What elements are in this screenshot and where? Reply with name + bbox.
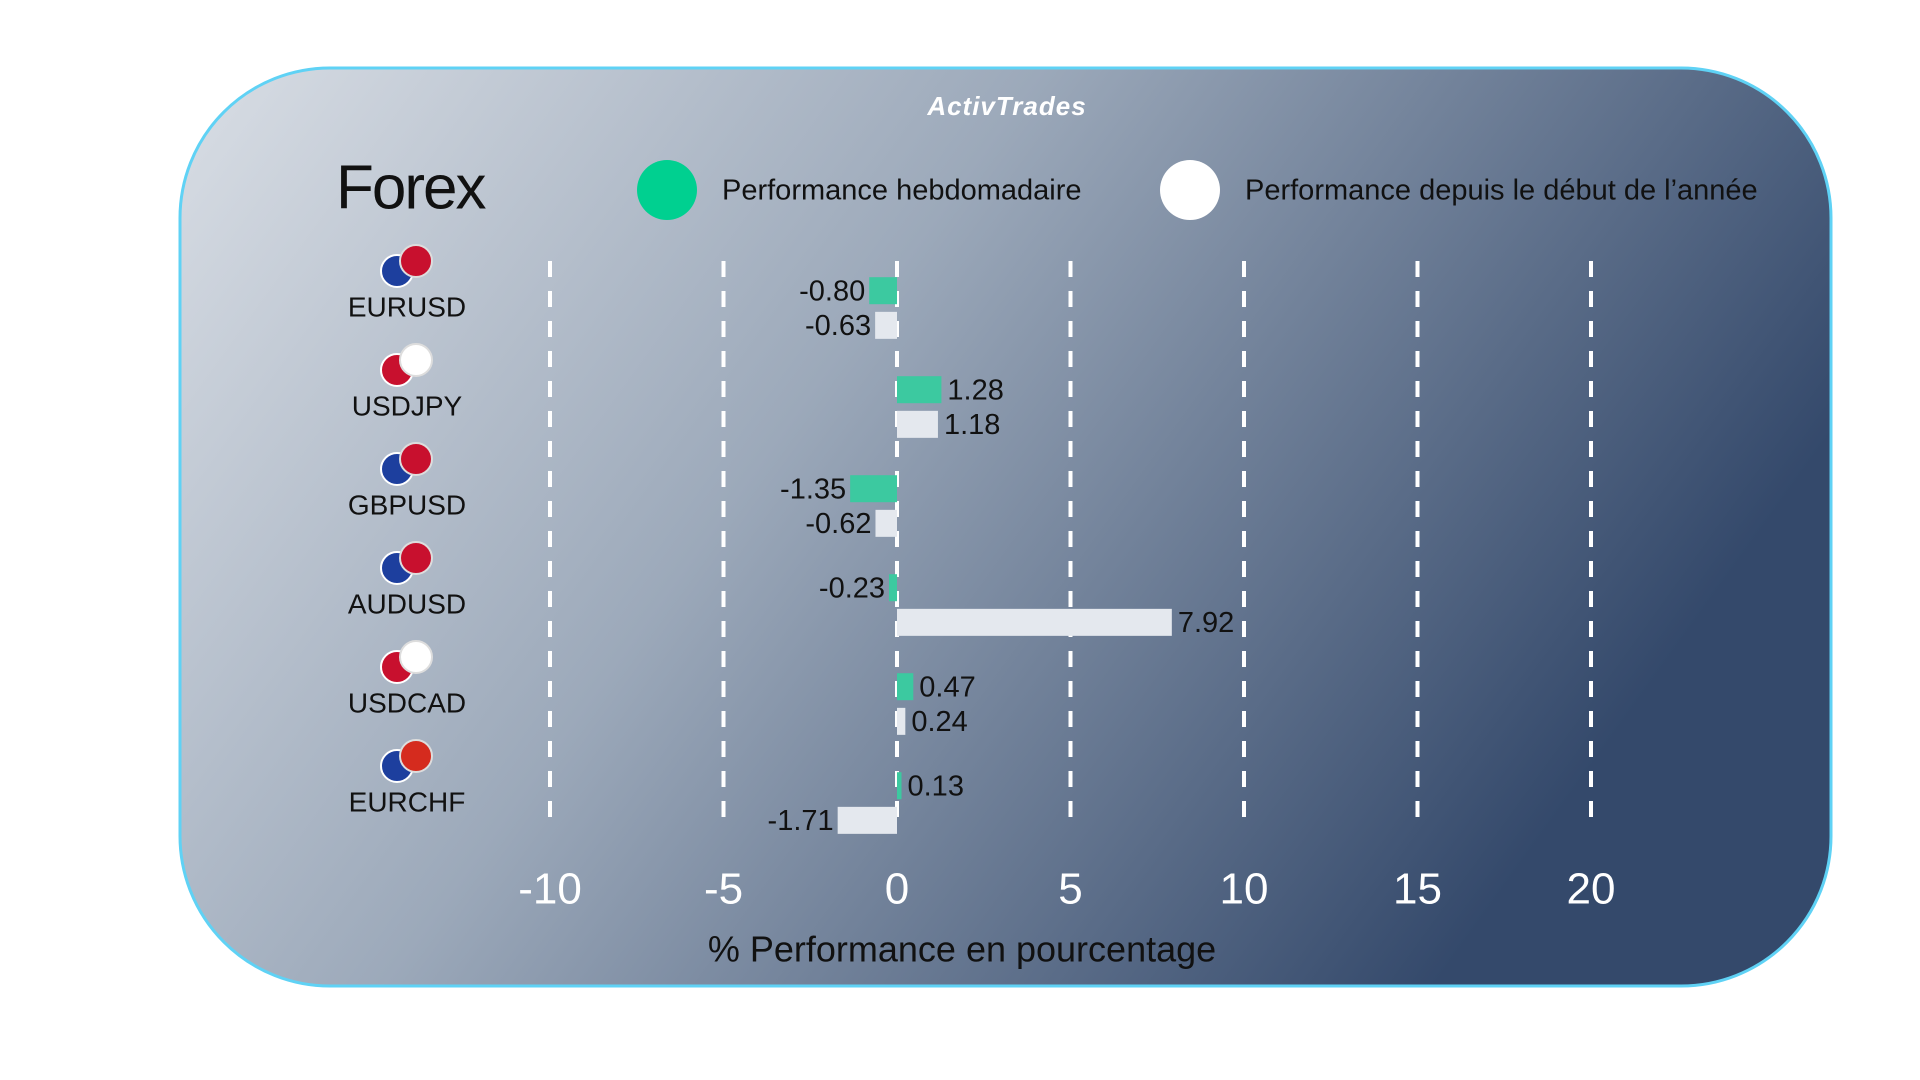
category-label: USDCAD <box>348 687 466 718</box>
category-label: USDJPY <box>352 390 463 421</box>
bar <box>875 509 897 537</box>
legend: Performance hebdomadaire Performance depu… <box>637 160 1758 220</box>
legend-swatch <box>637 160 697 220</box>
bar <box>897 673 914 701</box>
x-tick-label: 15 <box>1393 865 1442 914</box>
flag-icon <box>399 343 433 377</box>
legend-label: Performance hebdomadaire <box>722 175 1081 207</box>
bar <box>869 277 897 305</box>
value-label: -0.80 <box>799 275 865 307</box>
x-axis-title: % Performance en pourcentage <box>708 929 1216 970</box>
value-label: -1.35 <box>780 473 846 505</box>
bar <box>897 707 906 735</box>
value-label: -0.23 <box>819 572 885 604</box>
value-label: 1.18 <box>944 409 1000 441</box>
value-label: 0.47 <box>919 671 975 703</box>
flag-icon <box>399 244 433 278</box>
category-label: EURCHF <box>349 786 466 817</box>
bar <box>837 806 897 834</box>
bar <box>897 376 942 404</box>
x-tick-label: 10 <box>1220 865 1269 914</box>
bar <box>897 772 902 800</box>
value-label: -0.63 <box>805 310 871 342</box>
chart-title: Forex <box>336 153 486 222</box>
value-label: -1.71 <box>768 805 834 837</box>
legend-label: Performance depuis le début de l’année <box>1245 175 1758 207</box>
x-tick-label: -5 <box>704 865 743 914</box>
brand-logo: ActivTrades <box>926 91 1086 121</box>
category-label: EURUSD <box>348 291 466 322</box>
flag-icon <box>399 640 433 674</box>
bar <box>850 475 897 503</box>
value-label: -0.62 <box>805 508 871 540</box>
flag-icon <box>399 541 433 575</box>
x-tick-label: 5 <box>1058 865 1082 914</box>
category-label: AUDUSD <box>348 588 466 619</box>
value-label: 7.92 <box>1178 607 1234 639</box>
x-tick-label: -10 <box>518 865 582 914</box>
value-label: 1.28 <box>947 374 1003 406</box>
bar <box>875 311 897 339</box>
bar <box>897 608 1172 636</box>
bar <box>897 410 938 438</box>
flag-icon <box>399 739 433 773</box>
flag-icon <box>399 442 433 476</box>
x-tick-label: 0 <box>885 865 909 914</box>
x-tick-label: 20 <box>1567 865 1616 914</box>
category-label: GBPUSD <box>348 489 466 520</box>
value-label: 0.24 <box>911 706 967 738</box>
bar <box>889 574 897 602</box>
legend-swatch <box>1160 160 1220 220</box>
value-label: 0.13 <box>908 770 964 802</box>
